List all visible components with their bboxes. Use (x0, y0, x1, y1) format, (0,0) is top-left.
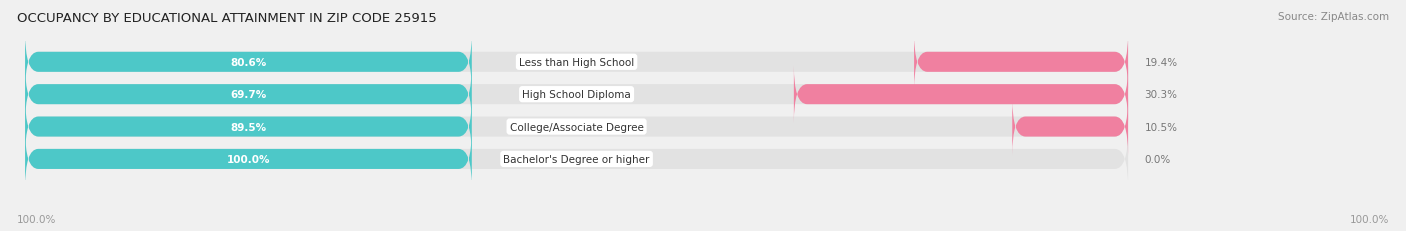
FancyBboxPatch shape (25, 34, 1128, 91)
Text: 80.6%: 80.6% (231, 58, 267, 67)
FancyBboxPatch shape (25, 131, 1128, 188)
Text: 19.4%: 19.4% (1144, 58, 1178, 67)
Text: Source: ZipAtlas.com: Source: ZipAtlas.com (1278, 12, 1389, 21)
FancyBboxPatch shape (25, 66, 1128, 123)
Text: Bachelor's Degree or higher: Bachelor's Degree or higher (503, 154, 650, 164)
Text: 89.5%: 89.5% (231, 122, 267, 132)
Text: Less than High School: Less than High School (519, 58, 634, 67)
Text: 0.0%: 0.0% (1144, 154, 1171, 164)
FancyBboxPatch shape (1012, 98, 1128, 156)
Text: OCCUPANCY BY EDUCATIONAL ATTAINMENT IN ZIP CODE 25915: OCCUPANCY BY EDUCATIONAL ATTAINMENT IN Z… (17, 12, 437, 24)
FancyBboxPatch shape (25, 66, 472, 123)
Text: 100.0%: 100.0% (226, 154, 270, 164)
Text: College/Associate Degree: College/Associate Degree (509, 122, 644, 132)
FancyBboxPatch shape (25, 98, 472, 156)
Text: 69.7%: 69.7% (231, 90, 267, 100)
Text: 100.0%: 100.0% (1350, 214, 1389, 224)
FancyBboxPatch shape (25, 34, 472, 91)
FancyBboxPatch shape (794, 66, 1128, 123)
Text: 30.3%: 30.3% (1144, 90, 1178, 100)
FancyBboxPatch shape (25, 98, 1128, 156)
Text: 10.5%: 10.5% (1144, 122, 1178, 132)
FancyBboxPatch shape (25, 131, 472, 188)
FancyBboxPatch shape (914, 34, 1128, 91)
Text: 100.0%: 100.0% (17, 214, 56, 224)
Text: High School Diploma: High School Diploma (522, 90, 631, 100)
